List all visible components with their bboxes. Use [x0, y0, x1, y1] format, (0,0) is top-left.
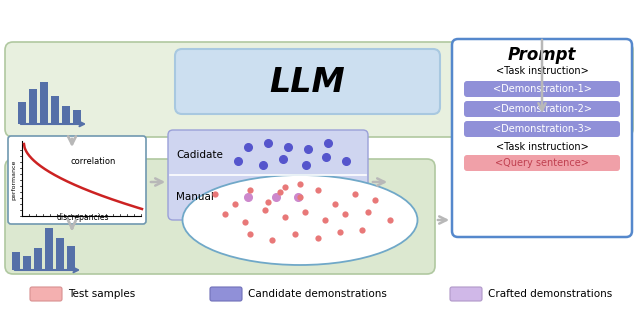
Bar: [40, 82, 48, 124]
FancyBboxPatch shape: [210, 287, 242, 301]
Bar: [67, 246, 75, 270]
Bar: [45, 228, 53, 270]
Text: <Demonstration-2>: <Demonstration-2>: [493, 104, 591, 114]
Text: Test samples: Test samples: [68, 289, 135, 299]
Bar: [18, 102, 26, 124]
Text: Candidate demonstrations: Candidate demonstrations: [248, 289, 387, 299]
Bar: [29, 89, 37, 124]
FancyBboxPatch shape: [464, 81, 620, 97]
Bar: [73, 110, 81, 124]
FancyBboxPatch shape: [5, 159, 435, 274]
Bar: [56, 238, 64, 270]
Text: <Demonstration-3>: <Demonstration-3>: [493, 124, 591, 134]
Bar: [51, 96, 59, 124]
FancyBboxPatch shape: [464, 155, 620, 171]
Text: correlation: correlation: [70, 158, 116, 167]
Text: Prompt: Prompt: [508, 46, 576, 64]
FancyBboxPatch shape: [452, 39, 632, 237]
FancyBboxPatch shape: [175, 49, 440, 114]
Text: <Demonstration-1>: <Demonstration-1>: [493, 84, 591, 94]
FancyBboxPatch shape: [450, 287, 482, 301]
FancyBboxPatch shape: [30, 287, 62, 301]
Bar: [62, 106, 70, 124]
Text: performance: performance: [12, 160, 17, 200]
Text: LLM: LLM: [269, 66, 345, 99]
FancyBboxPatch shape: [168, 130, 368, 220]
Text: <Query sentence>: <Query sentence>: [495, 158, 589, 168]
Text: <Task instruction>: <Task instruction>: [495, 66, 588, 76]
Text: Crafted demonstrations: Crafted demonstrations: [488, 289, 612, 299]
FancyBboxPatch shape: [464, 121, 620, 137]
Ellipse shape: [182, 175, 417, 265]
Text: discrepancies: discrepancies: [57, 213, 109, 222]
Text: Manual: Manual: [176, 192, 214, 202]
FancyBboxPatch shape: [464, 101, 620, 117]
Text: <Task instruction>: <Task instruction>: [495, 142, 588, 152]
Bar: [23, 256, 31, 270]
Bar: [12, 252, 20, 270]
FancyBboxPatch shape: [8, 136, 146, 224]
Bar: [34, 248, 42, 270]
FancyBboxPatch shape: [5, 42, 633, 137]
Text: Cadidate: Cadidate: [176, 150, 223, 160]
